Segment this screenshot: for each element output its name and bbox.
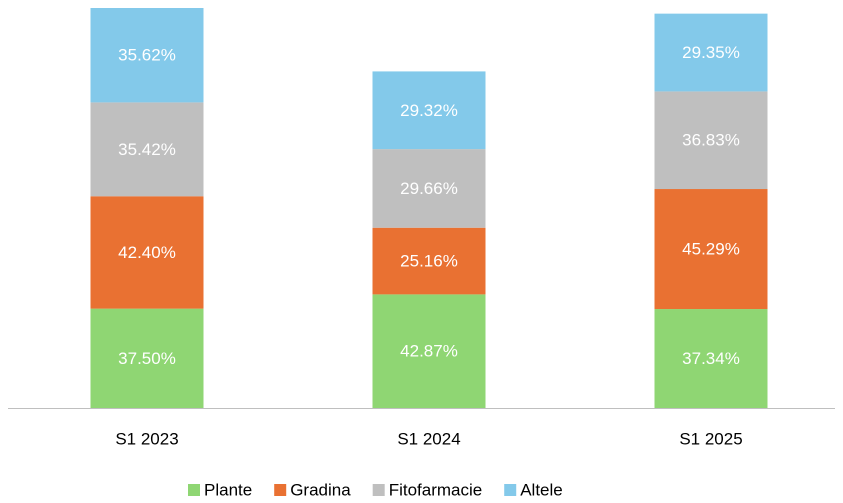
bar-segment [654,189,768,310]
value-label: 45.29% [682,240,740,259]
legend-label: Gradina [290,480,351,499]
bar-segment [90,308,204,408]
legend-label: Plante [204,480,252,499]
legend-label: Fitofarmacie [389,480,483,499]
value-label: 37.50% [118,349,176,368]
value-label: 35.62% [118,46,176,65]
bar-segment [654,309,768,408]
value-label: 37.34% [682,349,740,368]
value-label: 29.66% [400,179,458,198]
legend-swatch [504,484,517,496]
bar-segment [90,8,204,103]
category-label: S1 2025 [679,429,742,448]
legend-swatch [188,484,200,496]
bar-segment [654,13,768,92]
value-label: 42.40% [118,243,176,262]
bar-segment [372,227,486,295]
legend-swatch [372,484,385,496]
legend-swatch [274,484,287,496]
bar-segment [654,91,768,190]
bar-segment [90,102,204,197]
value-label: 25.16% [400,252,458,271]
value-label: 36.83% [682,131,740,150]
bar-segment [372,294,486,408]
bar-segment [372,71,486,150]
value-label: 29.35% [682,43,740,62]
value-label: 35.42% [118,140,176,159]
category-label: S1 2024 [397,429,460,448]
bar-segment [90,196,204,309]
value-label: 42.87% [400,342,458,361]
value-label: 29.32% [400,101,458,120]
bar-segment [372,149,486,228]
category-label: S1 2023 [115,429,178,448]
legend-label: Altele [520,480,563,499]
